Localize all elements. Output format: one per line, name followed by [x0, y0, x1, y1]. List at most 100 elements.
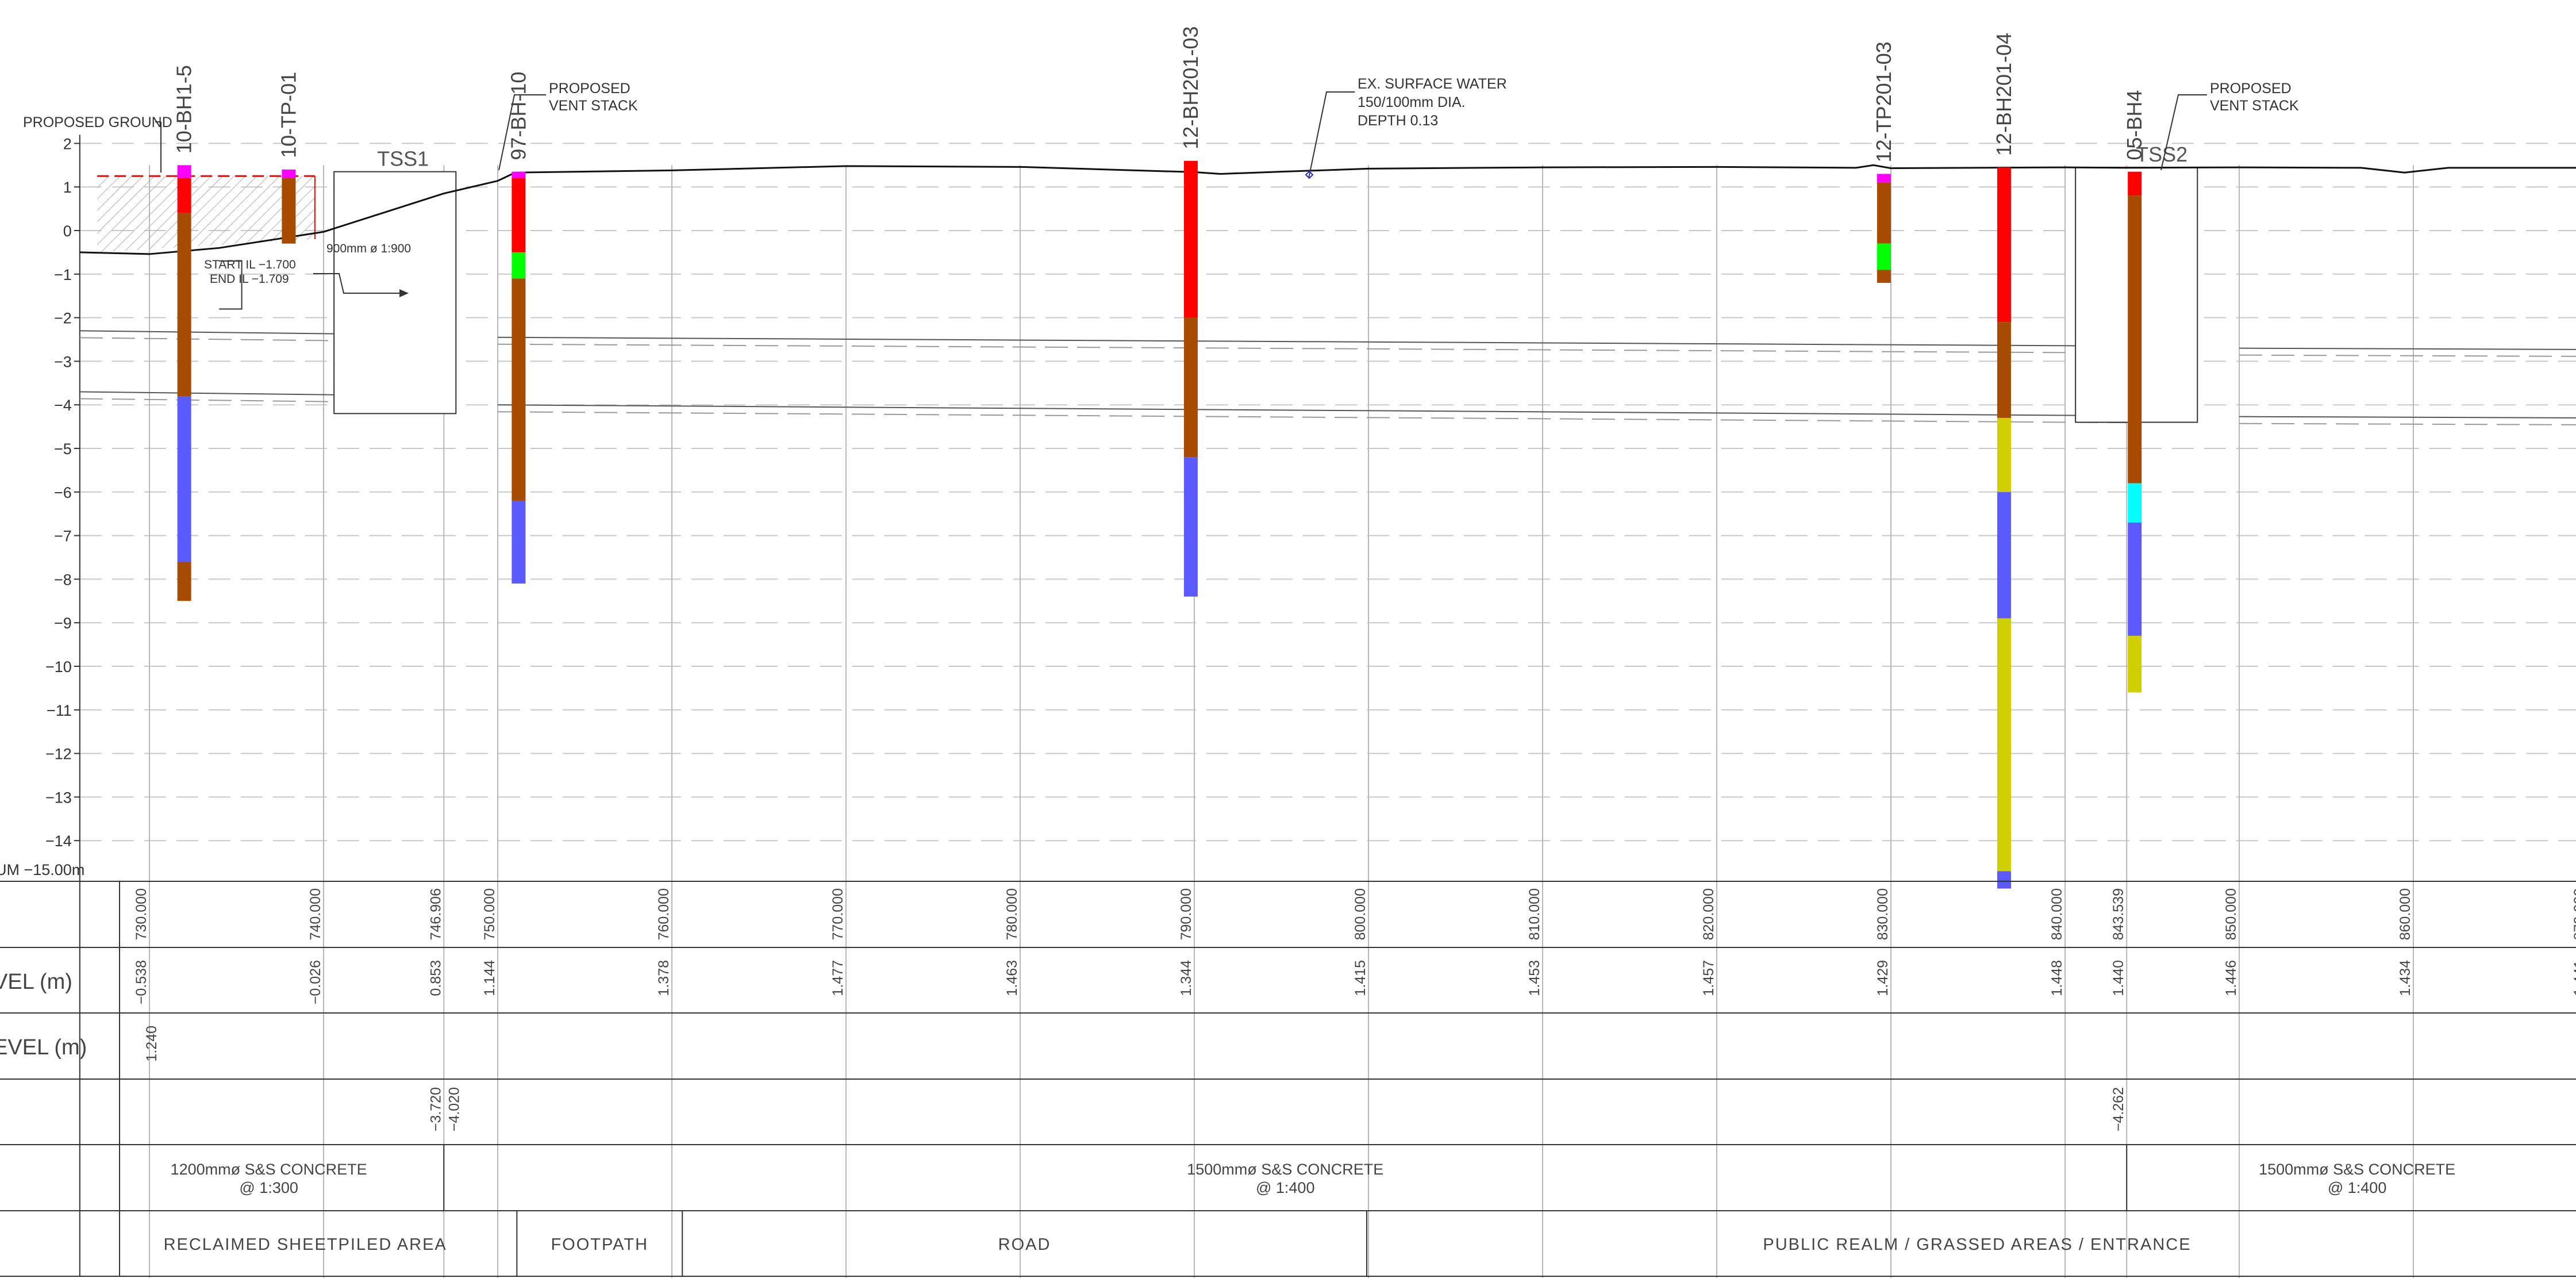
borehole-segment	[1877, 270, 1891, 283]
chainage-value: 843.539	[2110, 888, 2127, 940]
existing-level-value: 1.457	[1701, 960, 1717, 996]
row-label: )	[0, 1102, 1, 1126]
y-tick-label: 1	[63, 179, 72, 196]
chainage-value: 860.000	[2397, 888, 2413, 940]
area-label: ROAD	[998, 1235, 1051, 1254]
existing-level-value: 1.378	[656, 960, 672, 996]
culvert-outline	[219, 260, 243, 310]
area-label: RECLAIMED SHEETPILED AREA	[164, 1235, 447, 1254]
y-tick-label: −12	[45, 746, 72, 763]
chainage-value: 850.000	[2223, 888, 2239, 940]
y-tick-label: 2	[63, 135, 72, 152]
pipe-line	[497, 336, 2127, 347]
borehole-segment	[282, 169, 296, 179]
proposed-ground-label: PROPOSED GROUND	[23, 114, 172, 131]
pipe-spec-line1: 1500mmø S&S CONCRETE	[2259, 1161, 2455, 1178]
borehole-segment	[2128, 195, 2142, 483]
borehole-segment	[1183, 160, 1198, 318]
chainage-value: 770.000	[830, 888, 846, 940]
pipe-line	[2239, 416, 2576, 419]
pipe-line-dashed	[2239, 423, 2576, 425]
borehole-segment	[1183, 457, 1198, 597]
culvert-label: 900mm ø 1:900	[326, 242, 411, 255]
pipe-line	[497, 404, 2127, 417]
chainage-value: 830.000	[1875, 888, 1891, 940]
borehole-segment	[177, 213, 191, 397]
datum-label: DATUM −15.00m	[0, 861, 84, 878]
existing-level-value: 1.344	[1178, 960, 1194, 996]
borehole-segment	[177, 178, 191, 213]
borehole-segment	[1997, 417, 2011, 492]
pipe-line-dashed	[497, 343, 2127, 354]
pipe-spec-line2: @ 1:400	[2328, 1179, 2386, 1196]
y-tick-label: −8	[54, 571, 72, 588]
chainage-value: 840.000	[2049, 888, 2065, 940]
area-label: FOOTPATH	[551, 1235, 648, 1254]
borehole-label: 12-TP201-03	[1872, 41, 1896, 162]
surface-water-line2: 150/100mm DIA.	[1358, 94, 1466, 110]
chainage-value: 760.000	[656, 888, 672, 940]
borehole-segment	[177, 562, 191, 601]
y-tick-label: −9	[54, 615, 72, 632]
borehole-segment	[1997, 871, 2011, 889]
pipe-spec-line1: 1200mmø S&S CONCRETE	[171, 1161, 367, 1178]
y-tick-label: −5	[54, 440, 72, 458]
borehole-segment	[512, 252, 526, 279]
borehole-segment	[1877, 182, 1891, 244]
borehole-segment	[177, 165, 191, 179]
borehole-layer: 10-BH1-5 10-TP-01 97-BH-10 12-BH201-03 12-TP…	[172, 26, 2146, 889]
borehole-label: 12-BH201-04	[1992, 33, 2016, 156]
y-tick-label: −4	[54, 397, 72, 414]
existing-ground-line	[79, 164, 2576, 255]
row-label: VEL (m)	[0, 970, 72, 994]
existing-level-value: 1.463	[1004, 960, 1020, 996]
existing-level-value: −0.538	[133, 960, 149, 1004]
borehole-segment	[2128, 635, 2142, 693]
vent-stack-1-leader	[498, 94, 546, 171]
borehole-segment	[1997, 618, 2011, 872]
structure-label: TSS1	[377, 147, 429, 171]
borehole-segment	[512, 178, 526, 252]
chainage-value: 740.000	[307, 888, 324, 940]
surface-water-line3: DEPTH 0.13	[1358, 113, 1438, 129]
existing-level-value: 1.415	[1352, 960, 1368, 996]
vent-stack-2-line1: PROPOSED	[2210, 80, 2292, 97]
area-label: PUBLIC REALM / GRASSED AREAS / ENTRANCE	[1763, 1235, 2191, 1254]
borehole-segment	[1997, 167, 2011, 323]
chainage-value: 870.000	[2571, 888, 2576, 940]
borehole-segment	[282, 178, 296, 244]
y-tick-label: 0	[63, 222, 72, 240]
end-il-label: END IL −1.709	[210, 273, 289, 286]
chainage-value: 820.000	[1701, 888, 1717, 940]
chainage-value: 750.000	[482, 888, 498, 940]
existing-level-value: 0.853	[428, 960, 444, 996]
invert-level-value: −3.720	[428, 1087, 444, 1131]
culvert-arrow	[399, 289, 409, 297]
vent-stack-1-line1: PROPOSED	[549, 80, 630, 97]
existing-level-value: 1.429	[1875, 960, 1891, 996]
y-tick-label: −3	[54, 353, 72, 370]
pipe-spec-line2: @ 1:400	[1256, 1179, 1314, 1196]
y-tick-label: −13	[45, 789, 72, 806]
existing-level-value: 1.144	[482, 960, 498, 996]
existing-level-value: 1.448	[2049, 960, 2065, 996]
proposed-level-value: 1.240	[144, 1026, 160, 1062]
borehole-segment	[1183, 317, 1198, 458]
ground-layer	[79, 164, 2576, 255]
borehole-segment	[177, 396, 191, 562]
invert-level-value: −4.262	[2110, 1087, 2127, 1131]
borehole-segment	[1877, 174, 1891, 183]
annotation-layer: DATUM −15.00m PROPOSED GROUND PROPOSED V…	[0, 76, 2299, 878]
borehole-segment	[1877, 243, 1891, 270]
borehole-label: 05-BH4	[2123, 90, 2146, 160]
chainage-value: 746.906	[428, 888, 444, 940]
borehole-segment	[2128, 483, 2142, 523]
existing-level-value: 1.440	[2110, 960, 2127, 996]
vent-stack-1-line2: VENT STACK	[549, 98, 638, 114]
surface-water-leader	[1308, 91, 1355, 179]
chainage-value: 800.000	[1352, 888, 1368, 940]
borehole-segment	[2128, 522, 2142, 636]
borehole-label: 10-BH1-5	[172, 65, 196, 153]
y-tick-label: −10	[45, 658, 72, 676]
